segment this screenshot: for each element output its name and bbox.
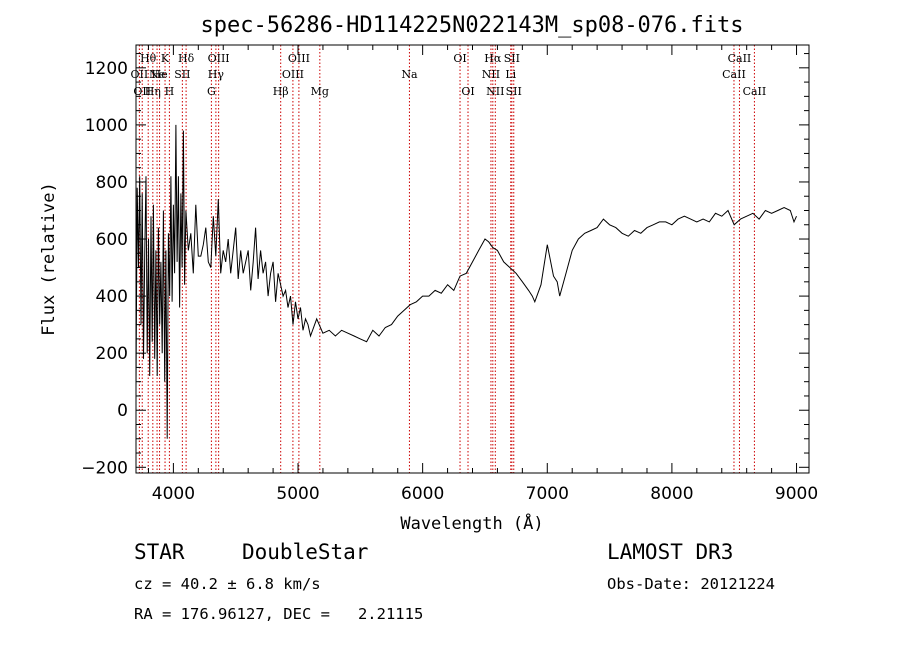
y-tick-label: 1200 [85,59,128,79]
line-marker-label: OIII [288,52,310,65]
line-marker-label: Hγ [208,68,225,81]
y-tick-label: 0 [117,401,128,421]
line-marker-label: CaII [743,85,767,98]
y-axis-label: Flux (relative) [39,182,59,336]
line-marker-label: OIII [282,68,304,81]
x-tick-label: 6000 [401,484,444,504]
line-marker-label: SII [506,85,522,98]
y-tick-label: 1000 [85,116,128,136]
y-axis-ticks: −200 0 200 400 600 800 1000 1200 [81,53,809,478]
line-marker-label: OI [461,85,474,98]
y-tick-label: 800 [96,173,128,193]
y-tick-label: −200 [81,458,128,478]
x-tick-label: 7000 [526,484,569,504]
object-class: STAR [134,540,185,564]
line-marker-label: OI [453,52,466,65]
x-tick-label: 8000 [650,484,693,504]
line-marker-label: H [165,85,175,98]
line-marker-label: Ne [149,68,165,81]
line-marker-label: OII [133,85,151,98]
line-marker-label: CaII [728,52,752,65]
line-marker-label: He [152,68,168,81]
obs-date: Obs-Date: 20121224 [607,575,775,593]
x-axis-ticks: 4000 5000 6000 7000 8000 9000 [147,45,818,504]
line-marker-label: Li [505,68,516,81]
y-tick-label: 600 [96,230,128,250]
y-tick-label: 400 [96,287,128,307]
line-marker-label: Mg [311,85,329,98]
object-subclass: DoubleStar [242,540,368,564]
line-marker-label: NII [486,85,504,98]
spectrum-line [135,124,797,439]
line-marker-label: OII [131,68,149,81]
line-marker-label: OIII [208,52,230,65]
line-marker-label: Hη [145,85,161,98]
line-marker-label: Hβ [273,85,289,98]
line-marker-label: SII [174,68,190,81]
chart-title: spec-56286-HD114225N022143M_sp08-076.fit… [200,13,743,38]
line-marker-label: G [207,85,216,98]
line-marker-label: Hθ [140,52,157,65]
line-marker-label: K [161,52,170,65]
coordinates: RA = 176.96127, DEC = 2.21115 [134,605,423,623]
line-marker-label: CaII [722,68,746,81]
x-tick-label: 9000 [775,484,818,504]
line-marker-label: NII [482,68,500,81]
line-markers [138,45,755,473]
y-tick-label: 200 [96,344,128,364]
line-marker-label: Hδ [178,52,195,65]
line-marker-label: SII [504,52,520,65]
line-marker-label: Na [401,68,418,81]
x-tick-label: 5000 [276,484,319,504]
line-marker-label: Hα [484,52,502,65]
survey-name: LAMOST DR3 [607,540,733,564]
x-tick-label: 4000 [152,484,195,504]
redshift-info: cz = 40.2 ± 6.8 km/s [134,575,321,593]
x-axis-label: Wavelength (Å) [400,512,543,534]
